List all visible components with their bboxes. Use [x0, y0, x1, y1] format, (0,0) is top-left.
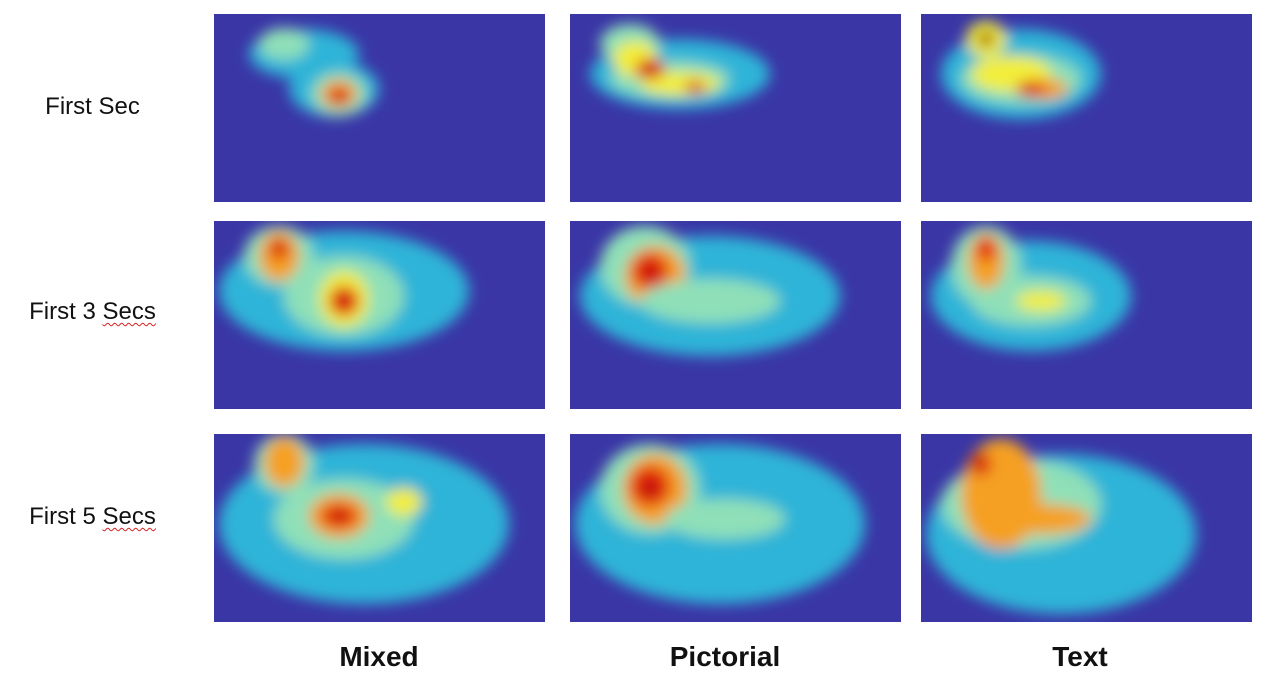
heatmap-first-3-secs-text — [921, 221, 1252, 409]
heatmap-svg — [214, 221, 545, 409]
heatmap-hotspot — [1016, 81, 1046, 97]
heatmap-hotspot — [334, 513, 344, 519]
row-label-text: First 5 — [29, 503, 103, 530]
heatmap-hotspot — [386, 488, 422, 516]
heatmap-first-5-secs-text — [921, 434, 1252, 622]
heatmap-hotspot — [276, 243, 282, 249]
heatmap-svg — [570, 434, 901, 622]
row-label-text: First 3 — [29, 298, 103, 325]
row-label-text: First Sec — [45, 93, 140, 120]
heatmap-first-sec-text — [921, 14, 1252, 202]
heatmap-hotspot — [648, 67, 656, 73]
heatmap-first-sec-pictorial — [570, 14, 901, 202]
column-label-pictorial: Pictorial — [669, 641, 781, 672]
heatmap-svg — [921, 221, 1252, 409]
row-label-first-sec: First Sec — [0, 93, 185, 121]
heatmap-first-5-secs-mixed — [214, 434, 545, 622]
heatmap-hotspot — [692, 85, 698, 89]
heatmap-hotspot — [991, 504, 1091, 534]
heatmap-hotspot — [640, 279, 780, 323]
row-label-underlined-text: Secs — [102, 503, 156, 530]
heatmap-first-sec-mixed — [214, 14, 545, 202]
heatmap-hotspot — [337, 94, 345, 100]
heatmap-hotspot — [978, 32, 994, 46]
heatmap-first-5-secs-pictorial — [570, 434, 901, 622]
heatmap-hotspot — [978, 461, 984, 467]
heatmap-hotspot — [665, 499, 785, 539]
heatmap-hotspot — [340, 298, 348, 304]
heatmap-hotspot — [259, 28, 309, 60]
column-label-mixed: Mixed — [339, 641, 419, 672]
heatmap-svg — [921, 434, 1252, 622]
heatmap-svg — [921, 14, 1252, 202]
heatmap-first-3-secs-pictorial — [570, 221, 901, 409]
heatmap-svg — [570, 221, 901, 409]
heatmap-svg — [214, 434, 545, 622]
row-label-underlined-text: Secs — [102, 298, 156, 325]
heatmap-hotspot — [264, 437, 304, 487]
heatmap-svg — [214, 14, 545, 202]
column-label-text: Text — [1052, 641, 1108, 672]
heatmap-hotspot — [976, 237, 996, 261]
row-label-first-3-secs: First 3 Secs — [0, 298, 185, 326]
heatmap-hotspot — [1016, 291, 1066, 311]
heatmap-first-3-secs-mixed — [214, 221, 545, 409]
row-label-first-5-secs: First 5 Secs — [0, 503, 185, 531]
heatmap-svg — [570, 14, 901, 202]
heatmap-hotspot — [644, 484, 656, 494]
heatmap-hotspot — [647, 269, 657, 277]
